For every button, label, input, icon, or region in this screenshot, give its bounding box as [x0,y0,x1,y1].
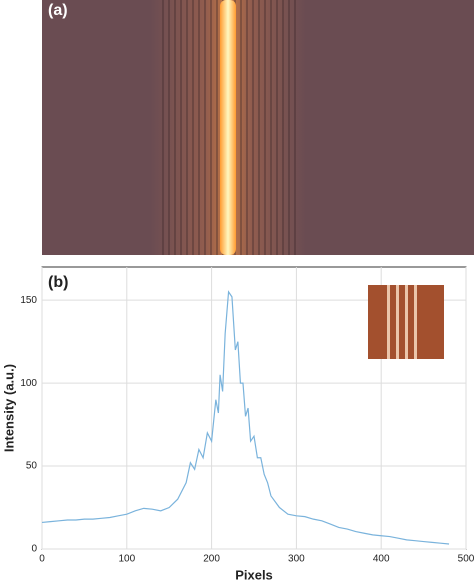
x-tick-label: 100 [118,554,135,565]
x-tick-label: 400 [373,554,390,565]
y-tick-label: 150 [20,295,37,306]
x-tick-label: 0 [39,554,45,565]
x-tick-label: 500 [458,554,474,565]
inset-image [368,285,444,359]
y-tick-label: 50 [26,461,38,472]
y-tick-label: 0 [31,544,37,555]
y-axis-label: Intensity (a.u.) [1,364,16,452]
image-panel: (a) [42,0,474,255]
panel-label: (b) [48,274,68,291]
x-axis-label: Pixels [235,567,273,582]
x-tick-label: 200 [203,554,220,565]
y-tick-label: 100 [20,378,37,389]
panel-label: (a) [48,2,68,19]
x-tick-label: 300 [288,554,305,565]
data-line [41,290,450,545]
